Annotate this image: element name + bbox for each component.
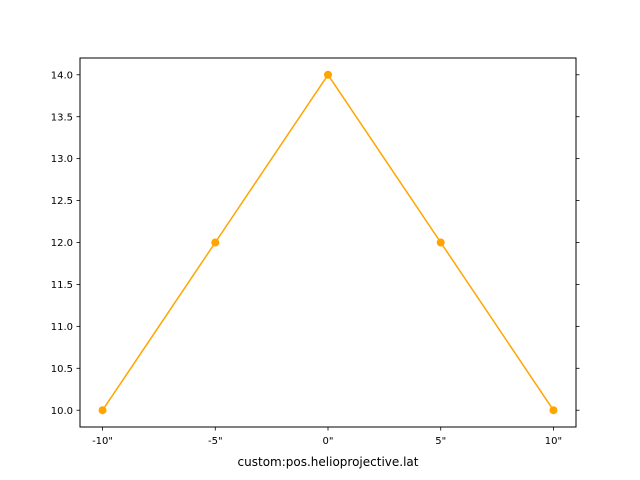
x-tick-label: 5" — [435, 436, 446, 447]
y-tick-label: 10.0 — [51, 406, 73, 417]
y-tick-label: 13.5 — [51, 112, 73, 123]
y-tick-label: 14.0 — [51, 70, 73, 81]
data-point — [436, 238, 445, 247]
y-tick-label: 10.5 — [51, 364, 73, 375]
x-tick-label: 0" — [323, 436, 334, 447]
y-tick-label: 11.5 — [51, 280, 73, 291]
y-axis: 10.0 10.5 11.0 11.5 12.0 12.5 13.0 13.5 14.0 — [51, 70, 580, 417]
y-tick-label: 12.0 — [51, 238, 73, 249]
y-tick-label: 11.0 — [51, 322, 73, 333]
x-tick-label: -5" — [208, 436, 223, 447]
x-axis: -10" -5" 0" 5" 10" — [92, 427, 562, 447]
data-point — [324, 70, 332, 79]
x-axis-label: custom:pos.helioprojective.lat — [238, 455, 419, 469]
series-layer — [98, 70, 558, 415]
y-tick-label: 12.5 — [51, 196, 73, 207]
data-point — [549, 406, 558, 415]
y-tick-label: 13.0 — [51, 154, 73, 165]
data-point — [211, 238, 220, 247]
x-tick-label: 10" — [545, 436, 562, 447]
data-point — [98, 406, 107, 415]
x-tick-label: -10" — [92, 436, 113, 447]
